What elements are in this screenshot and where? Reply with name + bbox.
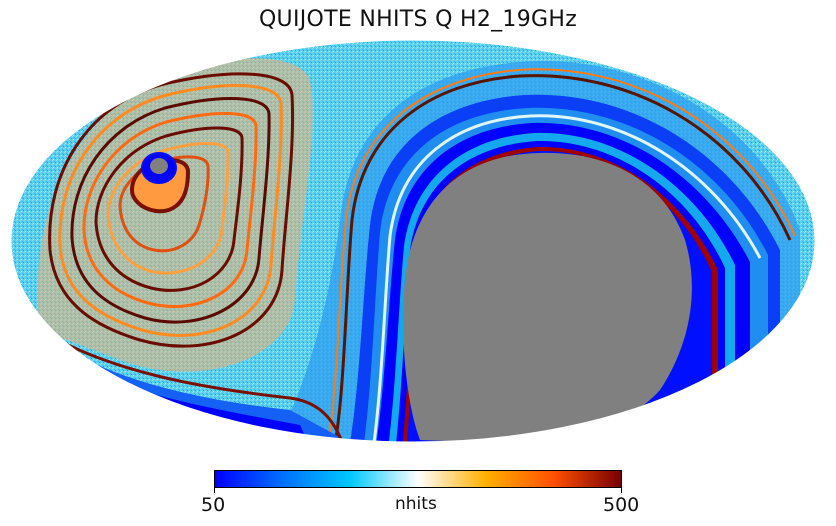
white-stripe — [368, 114, 762, 442]
orange-stripe — [322, 68, 796, 442]
left-ring-system — [37, 58, 313, 372]
dark-stripe — [328, 74, 792, 442]
colorbar-tick-max — [621, 487, 622, 493]
map-outline — [10, 39, 816, 443]
colorbar — [214, 470, 622, 488]
colorbar-min-label: 50 — [201, 494, 226, 516]
colorbar-unit-label: nhits — [395, 494, 437, 514]
colorbar-tick-min — [214, 487, 215, 493]
lower-left-stripe — [39, 328, 352, 442]
colorbar-max-label: 500 — [603, 494, 640, 516]
map-title: QUIJOTE NHITS Q H2_19GHz — [258, 7, 578, 32]
masked-region — [403, 152, 692, 442]
